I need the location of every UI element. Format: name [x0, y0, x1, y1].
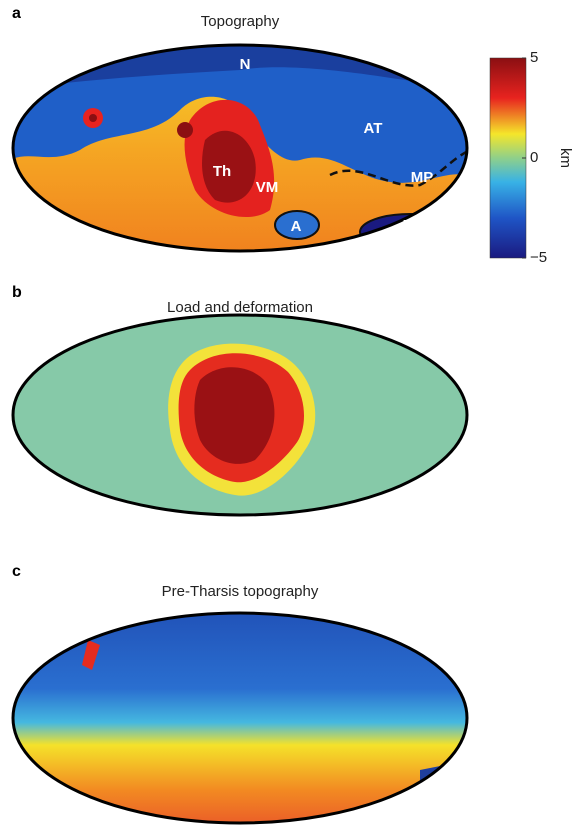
colorbar-tick-label: −5	[530, 249, 547, 266]
panel-title: Load and deformation	[167, 299, 313, 316]
colorbar	[490, 58, 526, 258]
region-label: Th	[213, 163, 231, 180]
colorbar-tick-label: 0	[530, 149, 538, 166]
region-label: A	[291, 218, 302, 235]
region-label: MP	[411, 169, 434, 186]
region-label: H	[403, 217, 414, 234]
region-label: VM	[256, 179, 279, 196]
panel-letter: c	[12, 563, 21, 580]
figure: a Topography N Th VM AT MP A H 5 0 −5 km b Load …	[0, 0, 576, 835]
panel-title: Topography	[201, 13, 280, 30]
panel-letter: b	[12, 284, 22, 301]
colorbar-tick-label: 5	[530, 49, 538, 66]
region-label: N	[240, 56, 251, 73]
topography-map	[10, 40, 470, 260]
load-map	[10, 310, 470, 520]
panel-letter: a	[12, 5, 21, 22]
colorbar-unit: km	[557, 148, 574, 168]
region-label: AT	[364, 120, 383, 137]
panel-title: Pre-Tharsis topography	[162, 583, 319, 600]
